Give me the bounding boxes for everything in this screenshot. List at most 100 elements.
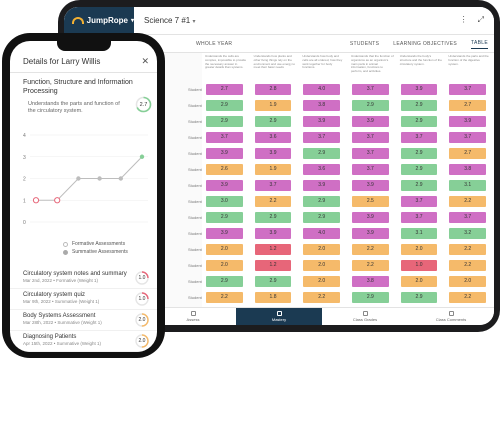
score-cell[interactable]: 2.9 <box>303 147 341 159</box>
score-cell[interactable]: 3.7 <box>303 131 341 143</box>
nav-assess[interactable]: Assess <box>150 308 236 325</box>
student-name[interactable]: Student <box>188 231 202 236</box>
score-cell[interactable]: 3.9 <box>352 179 389 191</box>
score-cell[interactable]: 1.9 <box>254 99 292 111</box>
assessment-item[interactable]: Circulatory system quiz Mar 9th, 2022 • S… <box>10 289 157 310</box>
score-cell[interactable]: 3.9 <box>206 147 243 159</box>
tab-students[interactable]: STUDENTS <box>349 41 380 47</box>
score-cell[interactable]: 3.9 <box>400 83 438 95</box>
score-cell[interactable]: 2.0 <box>400 243 438 255</box>
score-cell[interactable]: 2.9 <box>400 163 438 175</box>
score-cell[interactable]: 2.2 <box>352 259 389 271</box>
score-cell[interactable]: 3.2 <box>449 227 487 239</box>
score-cell[interactable]: 3.9 <box>254 147 292 159</box>
score-cell[interactable]: 2.2 <box>254 195 292 207</box>
score-cell[interactable]: 2.9 <box>303 211 341 223</box>
student-name[interactable]: Student <box>188 183 202 188</box>
score-cell[interactable]: 3.9 <box>206 227 243 239</box>
score-cell[interactable]: 1.0 <box>400 259 438 271</box>
more-icon[interactable]: ⋮ <box>459 15 468 24</box>
score-cell[interactable]: 3.8 <box>303 99 341 111</box>
score-cell[interactable]: 2.0 <box>303 259 341 271</box>
score-cell[interactable]: 3.9 <box>206 179 243 191</box>
score-cell[interactable]: 4.0 <box>303 83 341 95</box>
score-cell[interactable]: 2.0 <box>303 275 341 287</box>
score-cell[interactable]: 3.6 <box>303 163 341 175</box>
score-cell[interactable]: 3.7 <box>254 179 292 191</box>
assessment-item[interactable]: Circulatory system notes and summary Mar … <box>10 268 157 289</box>
score-cell[interactable]: 2.0 <box>303 243 341 255</box>
objective-header[interactable]: Understands how body and cells are all o… <box>302 54 343 70</box>
expand-icon[interactable]: ⤢ <box>477 15 484 24</box>
score-cell[interactable]: 2.9 <box>352 291 389 303</box>
data-point[interactable] <box>54 197 61 204</box>
student-name[interactable]: Student <box>188 295 202 300</box>
objective-header[interactable]: Understands that the function of organis… <box>351 54 394 73</box>
score-cell[interactable]: 2.7 <box>449 147 487 159</box>
brand-menu[interactable]: JumpRope ▾ <box>64 7 134 35</box>
score-cell[interactable]: 2.9 <box>206 99 243 111</box>
student-name[interactable]: Student <box>188 119 202 124</box>
score-cell[interactable]: 3.7 <box>352 163 389 175</box>
score-cell[interactable]: 2.9 <box>254 211 292 223</box>
score-cell[interactable]: 1.2 <box>254 243 292 255</box>
score-cell[interactable]: 2.9 <box>400 147 438 159</box>
score-cell[interactable]: 2.0 <box>206 259 243 271</box>
score-cell[interactable]: 3.7 <box>449 83 487 95</box>
student-name[interactable]: Student <box>188 247 202 252</box>
student-name[interactable]: Student <box>188 199 202 204</box>
student-name[interactable]: Student <box>188 263 202 268</box>
score-cell[interactable]: 3.8 <box>449 163 487 175</box>
score-cell[interactable]: 4.0 <box>303 227 341 239</box>
close-icon[interactable]: ✕ <box>141 56 149 66</box>
score-cell[interactable]: 2.7 <box>449 99 487 111</box>
score-cell[interactable]: 3.1 <box>400 227 438 239</box>
nav-mastery[interactable]: Mastery <box>236 308 322 325</box>
data-point[interactable] <box>76 176 81 181</box>
nav-class-grades[interactable]: Class Grades <box>322 308 408 325</box>
score-cell[interactable]: 3.9 <box>303 179 341 191</box>
score-cell[interactable]: 2.2 <box>206 291 243 303</box>
score-cell[interactable]: 2.7 <box>206 83 243 95</box>
score-cell[interactable]: 3.7 <box>400 211 438 223</box>
score-cell[interactable]: 2.9 <box>206 211 243 223</box>
score-cell[interactable]: 2.8 <box>254 83 292 95</box>
score-cell[interactable]: 2.9 <box>400 99 438 111</box>
objective-header[interactable]: Understands how plants and other living … <box>253 54 296 70</box>
score-cell[interactable]: 3.9 <box>449 115 487 127</box>
nav-class-comments[interactable]: Class Comments <box>408 308 494 325</box>
score-cell[interactable]: 1.2 <box>254 259 292 271</box>
score-cell[interactable]: 3.7 <box>400 131 438 143</box>
student-name[interactable]: Student <box>188 215 202 220</box>
objective-header[interactable]: Understands the parts and the function o… <box>448 54 489 66</box>
score-cell[interactable]: 3.9 <box>303 115 341 127</box>
score-cell[interactable]: 3.7 <box>449 131 487 143</box>
score-cell[interactable]: 2.6 <box>206 163 243 175</box>
score-cell[interactable]: 2.9 <box>400 291 438 303</box>
score-cell[interactable]: 2.9 <box>400 179 438 191</box>
tab-learning-objectives[interactable]: LEARNING OBJECTIVES <box>393 41 458 47</box>
score-cell[interactable]: 2.9 <box>400 115 438 127</box>
score-cell[interactable]: 3.8 <box>352 275 389 287</box>
score-cell[interactable]: 2.2 <box>449 291 487 303</box>
score-cell[interactable]: 1.9 <box>254 163 292 175</box>
tab-table[interactable]: TABLE <box>471 40 488 49</box>
data-point[interactable] <box>32 197 40 204</box>
year-filter[interactable]: WHOLE YEAR <box>196 41 233 47</box>
score-cell[interactable]: 2.9 <box>254 115 292 127</box>
score-cell[interactable]: 2.9 <box>206 275 243 287</box>
score-cell[interactable]: 3.7 <box>449 211 487 223</box>
student-name[interactable]: Student <box>188 151 202 156</box>
score-cell[interactable]: 3.7 <box>400 195 438 207</box>
score-cell[interactable]: 2.9 <box>352 99 389 111</box>
score-cell[interactable]: 3.1 <box>449 179 487 191</box>
data-point[interactable] <box>97 176 102 181</box>
score-cell[interactable]: 2.5 <box>352 195 389 207</box>
score-cell[interactable]: 2.9 <box>303 195 341 207</box>
objective-header[interactable]: Understands the body's structure and the… <box>399 54 442 66</box>
score-cell[interactable]: 2.0 <box>206 243 243 255</box>
score-cell[interactable]: 1.8 <box>254 291 292 303</box>
score-cell[interactable]: 3.9 <box>352 211 389 223</box>
score-cell[interactable]: 3.9 <box>352 227 389 239</box>
data-point[interactable] <box>139 154 145 159</box>
